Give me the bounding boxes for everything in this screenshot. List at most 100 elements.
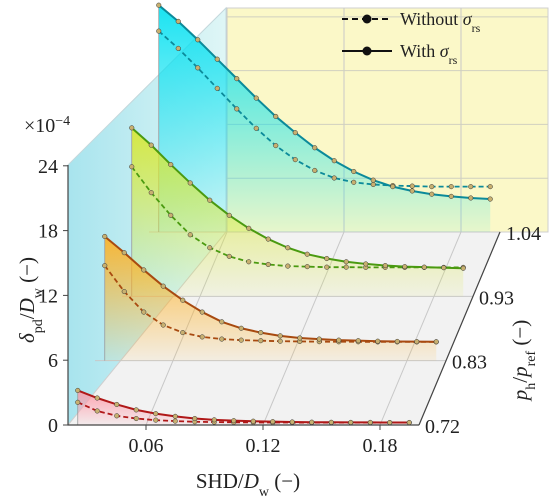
point-without-rs-1.04 [487, 184, 493, 190]
point-without-rs-0.93 [187, 232, 193, 238]
point-without-rs-0.93 [265, 261, 271, 268]
point-without-rs-0.83 [180, 330, 186, 336]
point-with-rs-0.72 [114, 401, 120, 408]
z-tick-label: 0.72 [425, 416, 460, 438]
point-with-rs-0.93 [226, 212, 232, 218]
z-tick-label: 1.04 [506, 223, 541, 245]
area-fill-0.72 [77, 390, 410, 425]
point-with-rs-1.04 [351, 168, 357, 175]
point-without-rs-0.72 [172, 418, 178, 424]
point-with-rs-0.93 [187, 180, 193, 186]
z-tick-label: 0.83 [452, 352, 487, 374]
y-scale-label: ×10−4 [24, 114, 70, 138]
point-without-rs-0.83 [219, 336, 225, 342]
point-with-rs-1.04 [273, 113, 279, 119]
point-with-rs-0.72 [348, 419, 354, 425]
point-with-rs-1.04 [292, 130, 298, 136]
point-with-rs-0.72 [94, 395, 100, 401]
point-without-rs-0.83 [102, 263, 108, 269]
point-with-rs-0.72 [328, 419, 334, 425]
point-with-rs-0.83 [199, 309, 205, 315]
point-without-rs-1.04 [253, 125, 259, 131]
point-without-rs-0.83 [160, 322, 166, 328]
point-without-rs-0.83 [258, 338, 264, 344]
point-with-rs-0.83 [180, 297, 186, 303]
point-with-rs-0.72 [309, 419, 315, 425]
point-without-rs-0.93 [304, 264, 310, 270]
point-with-rs-0.93 [207, 197, 213, 203]
point-with-rs-0.72 [387, 419, 393, 426]
point-with-rs-0.83 [316, 336, 322, 342]
point-without-rs-0.72 [133, 415, 139, 422]
point-with-rs-0.83 [219, 319, 225, 325]
legend-solid-marker [362, 46, 372, 56]
point-with-rs-0.83 [394, 338, 400, 344]
point-without-rs-1.04 [370, 181, 376, 188]
point-with-rs-1.04 [409, 188, 415, 194]
point-with-rs-1.04 [448, 193, 454, 199]
point-with-rs-0.72 [250, 418, 256, 424]
series-with-rs-0.83 [104, 235, 437, 343]
point-without-rs-1.04 [214, 85, 220, 91]
point-with-rs-0.93 [265, 236, 271, 242]
point-with-rs-0.72 [367, 419, 373, 425]
point-with-rs-0.72 [231, 418, 237, 424]
point-with-rs-0.83 [141, 267, 147, 273]
point-with-rs-0.93 [441, 265, 447, 271]
curves [75, 2, 493, 426]
area-fill-1.04 [158, 5, 491, 233]
area-fill-0.83 [104, 236, 437, 361]
series-without-rs-0.83 [104, 265, 437, 343]
series-with-rs-0.93 [131, 127, 464, 270]
point-with-rs-0.83 [433, 339, 439, 345]
z-axis-line [418, 231, 501, 426]
point-without-rs-0.93 [246, 259, 252, 265]
point-without-rs-1.04 [351, 179, 357, 185]
y-tick-label: 18 [38, 221, 58, 243]
point-with-rs-0.83 [336, 337, 342, 343]
series-with-rs-0.72 [77, 389, 410, 424]
series-without-rs-1.04 [158, 30, 491, 188]
point-with-rs-0.93 [382, 263, 388, 269]
point-with-rs-0.83 [277, 333, 283, 339]
point-without-rs-0.72 [153, 417, 159, 423]
point-without-rs-0.72 [114, 413, 120, 419]
y-tick-label: 0 [48, 415, 58, 437]
series-with-rs-1.04 [158, 4, 491, 201]
point-with-rs-0.72 [172, 413, 178, 419]
point-with-rs-0.93 [324, 255, 330, 262]
series-without-rs-0.72 [77, 401, 410, 424]
point-without-rs-0.93 [207, 245, 213, 251]
point-with-rs-0.72 [192, 415, 198, 422]
point-without-rs-1.04 [468, 184, 474, 190]
point-without-rs-1.04 [409, 183, 415, 189]
point-without-rs-0.93 [168, 212, 174, 218]
point-without-rs-1.04 [234, 106, 240, 112]
point-with-rs-0.83 [375, 338, 381, 344]
point-without-rs-1.04 [195, 65, 201, 71]
y-tick-label: 12 [38, 285, 58, 307]
point-with-rs-0.83 [102, 233, 108, 240]
point-without-rs-0.72 [75, 399, 81, 405]
x-tick-label: 0.18 [363, 435, 398, 457]
y-tick-label: 6 [48, 350, 58, 372]
point-with-rs-0.93 [148, 142, 154, 148]
point-without-rs-1.04 [292, 157, 298, 163]
point-with-rs-0.72 [133, 407, 139, 413]
point-with-rs-0.72 [406, 419, 412, 426]
legend-dashed-marker [362, 14, 372, 24]
point-with-rs-0.93 [304, 251, 310, 257]
point-with-rs-0.83 [238, 325, 244, 331]
point-with-rs-0.72 [75, 387, 81, 393]
point-with-rs-1.04 [234, 76, 240, 82]
z-axis-label: ph/pref (−) [508, 320, 539, 402]
point-without-rs-0.93 [129, 164, 135, 170]
point-with-rs-0.93 [168, 162, 174, 168]
point-with-rs-1.04 [312, 145, 318, 151]
point-with-rs-1.04 [156, 2, 162, 8]
point-with-rs-1.04 [468, 195, 474, 201]
tick-labels: 0.06 0.12 0.18 0 6 12 18 24 0.72 0.83 0.93 1.04 [38, 156, 541, 457]
point-without-rs-0.83 [238, 337, 244, 343]
point-with-rs-0.93 [246, 225, 252, 231]
